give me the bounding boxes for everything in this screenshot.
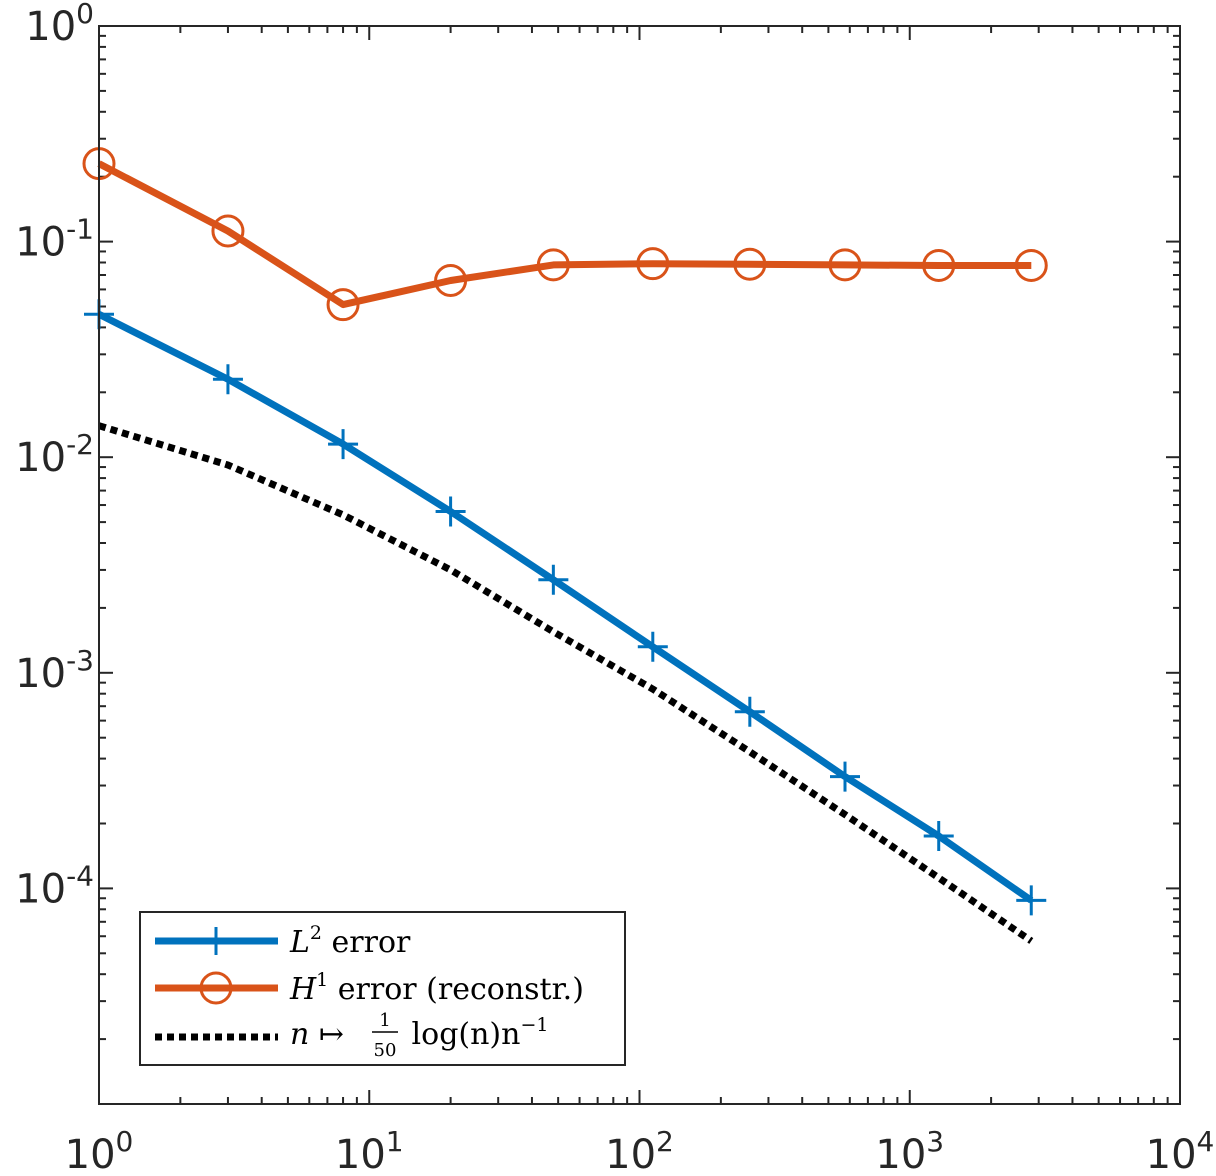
legend-fraction-numerator: 1: [379, 1010, 390, 1031]
legend-label-reference-suffix: log(n)n: [402, 1017, 520, 1052]
legend-label-reference-prefix: n ↦: [290, 1017, 354, 1052]
series-0-point: [637, 631, 668, 662]
y-tick-label: 10-3: [15, 644, 94, 697]
x-tick-label-base: 10: [605, 1132, 656, 1176]
legend-swatch-h1-marker: [199, 971, 233, 1005]
y-tick-label: 100: [25, 0, 94, 50]
legend-label-h1: H1 error (reconstr.): [289, 969, 584, 1007]
plot-area-frame: [98, 25, 1181, 1105]
series-1-point: [434, 264, 468, 298]
legend-label-l2-main: L: [289, 925, 310, 960]
y-tick-label-exponent: -1: [66, 213, 94, 246]
legend-label-l2-sup: 2: [310, 922, 322, 944]
series-0-point: [328, 429, 359, 460]
legend-label-l2-rest: error: [322, 925, 411, 960]
legend-label-h1-sup: 1: [316, 969, 328, 991]
series-1: [82, 147, 1048, 322]
x-tick-label-exponent: 2: [656, 1125, 674, 1158]
legend-fraction-denominator: 50: [374, 1040, 397, 1061]
x-tick-label: 104: [1146, 1125, 1215, 1176]
legend-label-l2: L2 error: [289, 922, 411, 960]
x-tick-label-exponent: 0: [116, 1125, 134, 1158]
series-0-point: [923, 821, 954, 852]
legend-entry-h1: H1 error (reconstr.): [155, 969, 584, 1007]
series-line-0: [97, 311, 1034, 904]
x-tick-label-exponent: 1: [386, 1125, 404, 1158]
x-tick-labels: 100 101 102 103 104: [65, 1125, 1215, 1176]
y-tick-label-base: 10: [25, 4, 76, 50]
y-tick-label-exponent: -3: [66, 644, 94, 677]
series-0-point: [830, 761, 861, 792]
y-tick-label: 10-4: [15, 859, 94, 912]
series-1-point: [828, 248, 862, 282]
series-0-point: [435, 496, 466, 527]
y-tick-label-exponent: -4: [66, 859, 94, 892]
series-0-point: [212, 364, 243, 395]
y-tick-label-base: 10: [15, 220, 66, 266]
x-tick-label: 103: [875, 1125, 944, 1176]
legend: L2 error H1 error (reconstr.) n ↦ 1 50 l…: [139, 911, 626, 1066]
legend-entry-l2: L2 error: [155, 922, 411, 960]
series-1-point: [211, 214, 245, 248]
series-2: [97, 422, 1034, 944]
series-1-point: [536, 248, 570, 282]
x-tick-label-exponent: 4: [1197, 1125, 1215, 1158]
series-1-point: [1014, 248, 1048, 282]
x-tick-label-exponent: 3: [926, 1125, 944, 1158]
legend-entry-reference: n ↦ 1 50 log(n)n−1: [155, 1010, 548, 1061]
x-tick-label: 100: [65, 1125, 134, 1176]
x-tick-label-base: 10: [65, 1132, 116, 1176]
legend-label-reference: log(n)n−1: [402, 1014, 548, 1052]
series-0-point: [734, 696, 765, 727]
y-tick-label: 10-1: [15, 213, 94, 266]
legend-label-reference-sup: −1: [520, 1014, 548, 1036]
series-0-point: [1016, 885, 1047, 916]
series-line-1: [97, 160, 1032, 309]
y-tick-label-base: 10: [15, 651, 66, 697]
y-tick-label-base: 10: [15, 866, 66, 912]
series-1-point: [636, 247, 670, 281]
x-tick-label: 102: [605, 1125, 674, 1176]
y-tick-label-base: 10: [15, 435, 66, 481]
legend-label-h1-rest: error (reconstr.): [328, 972, 584, 1007]
y-tick-label-exponent: -2: [66, 428, 94, 461]
y-tick-label: 10-2: [15, 428, 94, 481]
series-1-point: [326, 288, 360, 322]
series-line-2: [97, 422, 1034, 944]
legend-swatch-l2-marker: [202, 927, 230, 955]
y-tick-label-exponent: 0: [76, 0, 94, 30]
x-tick-label-base: 10: [335, 1132, 386, 1176]
x-tick-label-base: 10: [875, 1132, 926, 1176]
series-lines: [82, 147, 1048, 944]
series-1-point: [922, 248, 956, 282]
x-tick-label: 101: [335, 1125, 404, 1176]
series-0-point: [538, 564, 569, 595]
series-0: [84, 299, 1047, 916]
legend-label-h1-main: H: [289, 972, 317, 1007]
series-1-point: [733, 247, 767, 281]
x-tick-label-base: 10: [1146, 1132, 1197, 1176]
